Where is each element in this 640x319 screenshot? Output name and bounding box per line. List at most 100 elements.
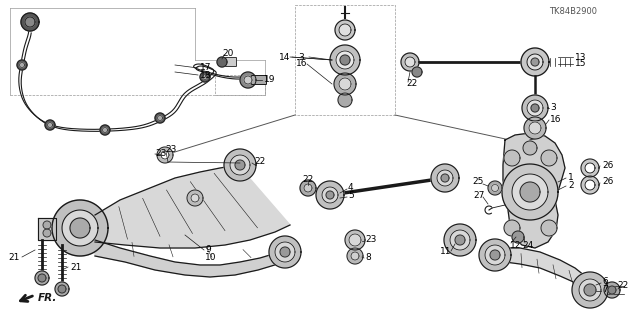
Polygon shape [340,55,350,65]
Polygon shape [304,184,312,192]
Polygon shape [441,174,449,182]
Text: 10: 10 [205,254,216,263]
Polygon shape [585,163,595,173]
Polygon shape [490,250,500,260]
Polygon shape [585,180,595,190]
Polygon shape [275,242,295,262]
Text: 16: 16 [550,115,561,124]
Polygon shape [52,200,108,256]
Polygon shape [157,115,163,121]
Polygon shape [345,230,365,250]
Text: 21: 21 [70,263,81,271]
Polygon shape [504,150,520,166]
Polygon shape [401,53,419,71]
Polygon shape [492,184,499,191]
Polygon shape [335,20,355,40]
Polygon shape [581,159,599,177]
Text: 26: 26 [602,177,613,187]
Text: 23: 23 [165,145,177,154]
Polygon shape [437,170,453,186]
Polygon shape [541,150,557,166]
Polygon shape [300,180,316,196]
Polygon shape [62,210,98,246]
Polygon shape [55,282,69,296]
Polygon shape [155,113,165,123]
Polygon shape [19,63,24,68]
Text: 25: 25 [472,177,483,187]
Text: 15: 15 [575,60,586,69]
Text: 11: 11 [440,248,451,256]
Text: 13: 13 [575,53,586,62]
Polygon shape [531,104,539,112]
Polygon shape [521,48,549,76]
Polygon shape [224,149,256,181]
Text: 27: 27 [473,191,484,201]
Polygon shape [70,218,90,238]
Polygon shape [529,122,541,134]
Polygon shape [161,151,169,159]
Polygon shape [200,72,210,82]
Text: 12: 12 [510,241,522,249]
Polygon shape [43,221,51,229]
Polygon shape [240,72,256,88]
Polygon shape [95,165,290,248]
Polygon shape [512,174,548,210]
Polygon shape [488,181,502,195]
Polygon shape [202,75,207,79]
Text: 3: 3 [298,53,304,62]
Polygon shape [527,54,543,70]
Text: 21: 21 [8,253,20,262]
Polygon shape [230,155,250,175]
Polygon shape [503,133,565,248]
Text: 1: 1 [568,174,573,182]
Text: 23: 23 [155,149,166,158]
Polygon shape [450,230,470,250]
Polygon shape [21,13,39,31]
Polygon shape [187,190,203,206]
Text: 20: 20 [222,48,234,57]
Polygon shape [100,125,110,135]
Polygon shape [38,274,46,282]
Polygon shape [512,231,524,243]
Polygon shape [38,218,56,240]
Polygon shape [485,245,505,265]
Polygon shape [412,67,422,77]
Text: 3: 3 [550,103,556,113]
Polygon shape [579,279,601,301]
Text: 23: 23 [365,235,376,244]
Polygon shape [157,147,173,163]
Polygon shape [316,181,344,209]
Polygon shape [527,100,543,116]
Polygon shape [584,284,596,296]
Polygon shape [58,285,66,293]
Polygon shape [336,51,354,69]
Polygon shape [35,271,49,285]
Polygon shape [455,235,465,245]
Polygon shape [581,176,599,194]
Polygon shape [347,248,363,264]
Text: 16: 16 [296,60,307,69]
Polygon shape [572,272,608,308]
Polygon shape [25,17,35,27]
Text: 22: 22 [254,158,265,167]
Polygon shape [339,78,351,90]
Text: 6: 6 [602,278,608,286]
Text: 26: 26 [602,160,613,169]
FancyBboxPatch shape [252,76,266,85]
Polygon shape [524,117,546,139]
Text: 8: 8 [365,254,371,263]
Text: 24: 24 [522,241,533,249]
Polygon shape [269,236,301,268]
Polygon shape [541,220,557,236]
Text: 19: 19 [264,75,275,84]
Polygon shape [334,73,356,95]
Text: 9: 9 [205,246,211,255]
Polygon shape [322,187,338,203]
Polygon shape [479,239,511,271]
Text: 14: 14 [278,53,290,62]
Polygon shape [280,247,290,257]
Polygon shape [502,164,558,220]
Polygon shape [531,58,539,66]
Text: 22: 22 [302,175,313,184]
FancyBboxPatch shape [223,57,237,66]
